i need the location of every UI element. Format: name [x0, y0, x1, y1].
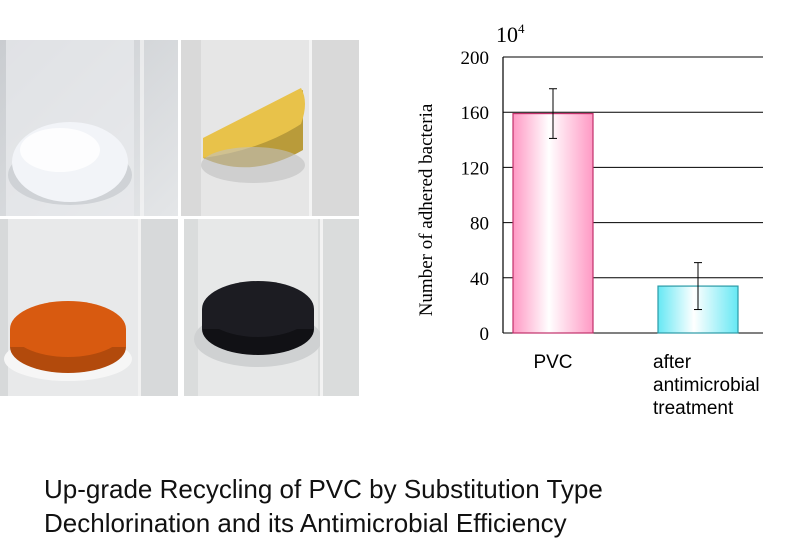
- y-tick-label: 200: [461, 48, 490, 69]
- x-category-label: after antimicrobial treatment: [653, 352, 760, 419]
- y-tick-label: 0: [480, 324, 490, 345]
- y-tick-label: 160: [461, 103, 490, 124]
- y-tick-label: 80: [470, 214, 489, 235]
- caption-line-1: Up-grade Recycling of PVC by Substitutio…: [44, 474, 603, 504]
- y-tick-label: 120: [461, 158, 490, 179]
- photo-yellow-powder: [181, 40, 359, 216]
- y-axis-label: Number of adhered bacteria: [416, 103, 437, 316]
- multiplier-label: 104: [496, 21, 525, 47]
- bacteria-bar-chart: 0 40 80 120 160 200 PVC after antimicrobial trea…: [416, 21, 763, 419]
- photo-orange-powder: [0, 219, 178, 396]
- caption-line-2: Dechlorination and its Antimicrobial Eff…: [44, 508, 567, 538]
- y-tick-label: 40: [470, 269, 489, 290]
- figure-caption: Up-grade Recycling of PVC by Substitutio…: [44, 472, 784, 540]
- error-bar: [694, 262, 702, 311]
- photo-white-powder: [0, 40, 178, 216]
- powder-pile: [203, 88, 305, 158]
- error-bar: [549, 88, 557, 139]
- bar-pvc: [512, 112, 594, 334]
- photo-black-powder: [184, 219, 359, 396]
- x-category-label: PVC: [533, 352, 572, 373]
